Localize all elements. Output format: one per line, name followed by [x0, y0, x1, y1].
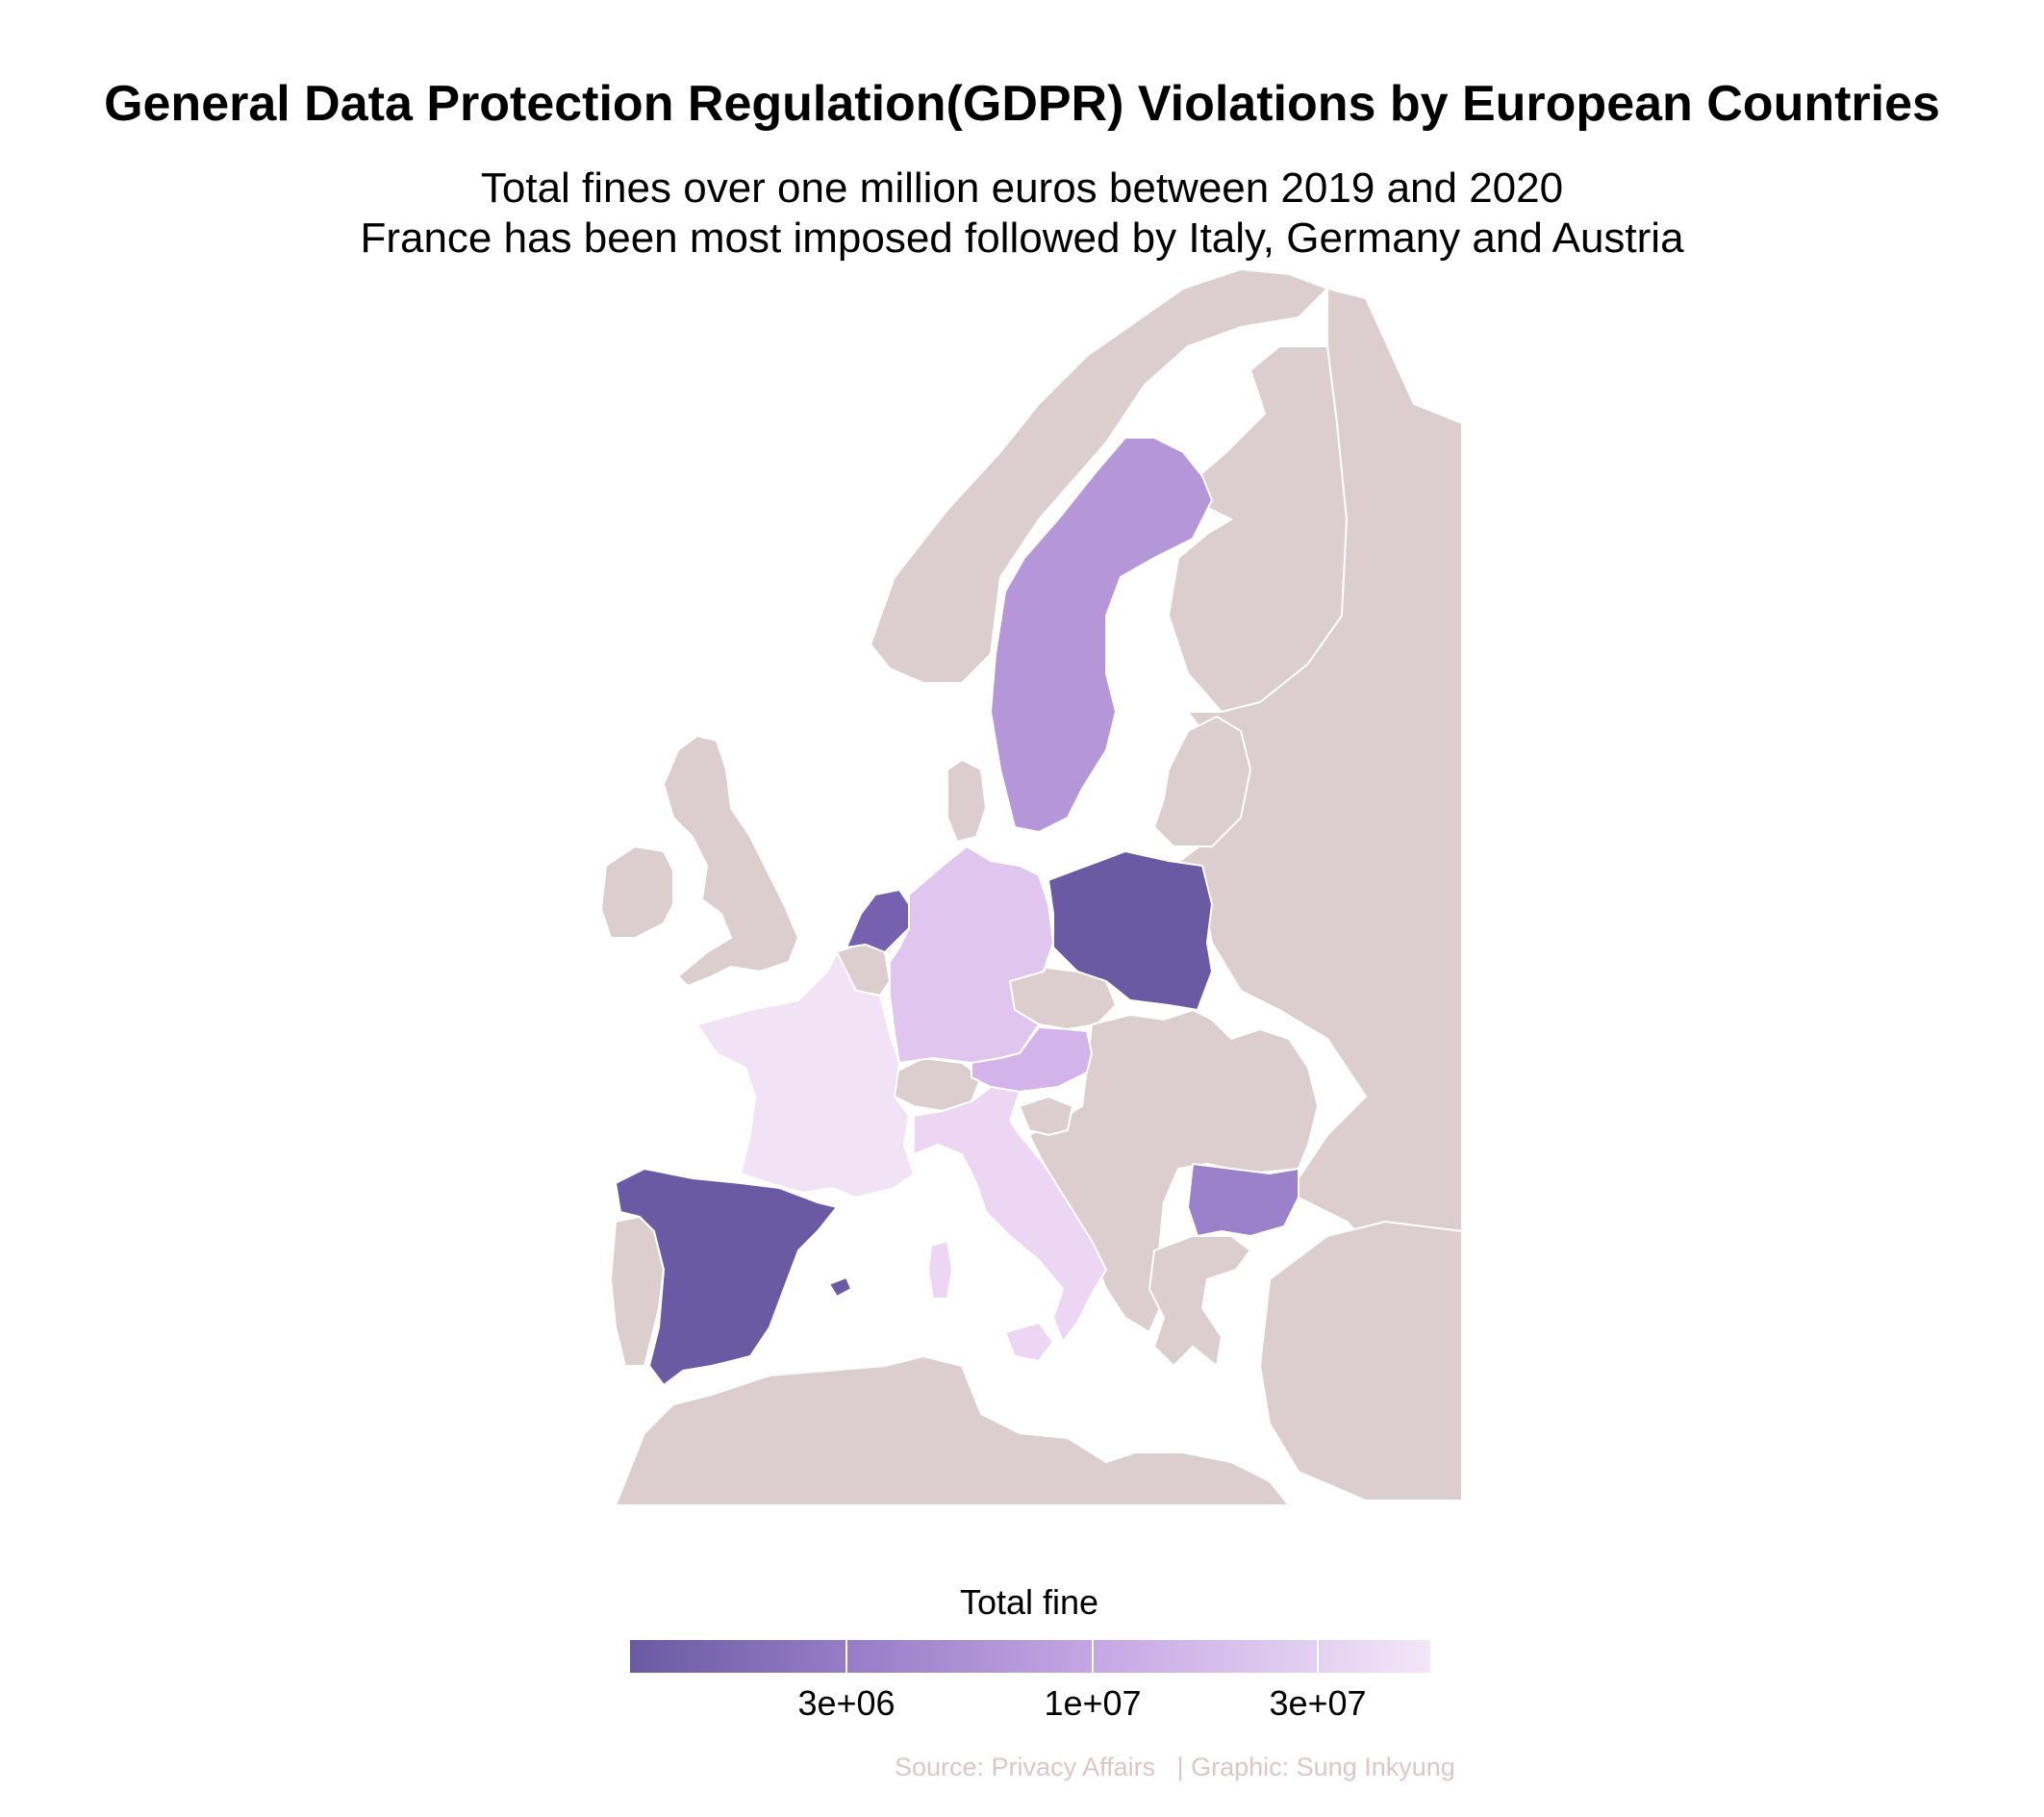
country-spain-balearic: [827, 1275, 853, 1299]
country-italy-sardinia: [926, 1239, 954, 1300]
country-germany: [889, 845, 1055, 1065]
chart-title: General Data Protection Regulation(GDPR)…: [104, 76, 1940, 132]
chart-subtitle: Total fines over one million euros betwe…: [0, 164, 2044, 264]
denmark: [946, 758, 988, 844]
country-france: [695, 949, 916, 1199]
united-kingdom: [662, 734, 800, 988]
greece: [1148, 1235, 1252, 1368]
subtitle-line-1: Total fines over one million euros betwe…: [480, 164, 1564, 212]
legend-tick-label: 1e+07: [1044, 1683, 1142, 1723]
slovenia-croatia: [1018, 1095, 1074, 1137]
country-sweden: [989, 437, 1214, 834]
legend-title: Total fine: [959, 1582, 1099, 1622]
country-bulgaria: [1186, 1162, 1300, 1238]
norway: [869, 267, 1329, 684]
subtitle-line-2: France has been most imposed followed by…: [360, 215, 1684, 262]
caption: Source: Privacy Affairs | Graphic: Sung …: [895, 1753, 1455, 1781]
central-east-europe: [1027, 1008, 1320, 1334]
country-poland: [1047, 849, 1214, 1012]
legend-tick-label: 3e+07: [1269, 1683, 1367, 1723]
country-italy: [913, 1085, 1108, 1345]
turkey: [1258, 1220, 1463, 1502]
country-spain: [614, 1167, 839, 1387]
baltic-states: [1152, 715, 1252, 847]
legend-colorbar: [630, 1640, 1430, 1673]
country-italy-sicily: [1003, 1321, 1055, 1363]
legend-tick-label: 3e+06: [797, 1683, 896, 1723]
north-africa: [614, 1354, 1292, 1506]
data-countries: [614, 437, 1300, 1387]
non-data-countries: [599, 267, 1463, 1506]
ireland: [599, 845, 674, 939]
